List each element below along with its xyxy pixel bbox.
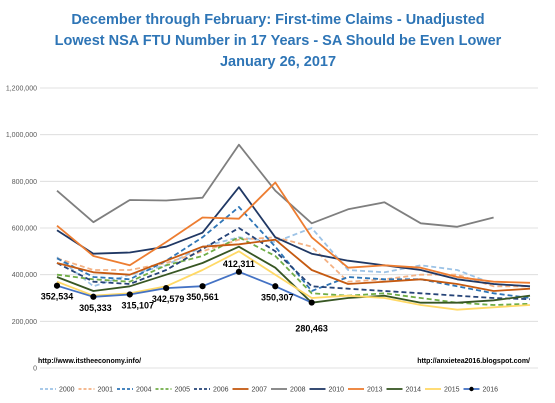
data-label-2016: 350,307 xyxy=(261,292,294,302)
y-tick-label: 1,000,000 xyxy=(6,132,37,139)
data-label-2016: 305,333 xyxy=(79,303,112,313)
data-label-2016: 280,463 xyxy=(295,324,328,334)
marker-2016 xyxy=(90,293,97,300)
legend-marker-2016 xyxy=(469,386,474,392)
marker-2016 xyxy=(308,299,315,306)
legend-label-2007: 2007 xyxy=(252,387,268,394)
chart-title-line-1: December through February: First-time Cl… xyxy=(71,12,484,28)
legend-label-2006: 2006 xyxy=(213,387,229,394)
y-axis-tick-labels: 0 200,000 400,000 600,000 800,000 1,000,000 1,… xyxy=(6,86,37,373)
legend-label-2000: 2000 xyxy=(59,387,75,394)
legend-label-2013: 2013 xyxy=(367,387,383,394)
legend-label-2010: 2010 xyxy=(329,387,345,394)
series-line-2015 xyxy=(56,250,531,311)
y-tick-label: 600,000 xyxy=(12,226,37,233)
legend-label-2014: 2014 xyxy=(406,387,422,394)
series-line-2008 xyxy=(56,143,494,228)
series-line-2007 xyxy=(56,238,531,292)
series-line-2016 xyxy=(56,270,313,304)
legend: 2000 2001 2004 2005 2006 2007 2008 2010 2013 2014… xyxy=(40,387,498,394)
legend-label-2008: 2008 xyxy=(290,387,306,394)
series-2016-markers xyxy=(53,268,315,306)
marker-2016 xyxy=(272,283,279,290)
legend-label-2005: 2005 xyxy=(175,387,191,394)
data-label-2016: 342,579 xyxy=(152,294,185,304)
data-label-2016: 350,561 xyxy=(186,292,219,302)
legend-label-2015: 2015 xyxy=(444,387,460,394)
series-lines xyxy=(56,143,531,311)
series-line-2006 xyxy=(56,227,531,301)
data-label-2016: 412,311 xyxy=(223,259,255,269)
marker-2016 xyxy=(163,284,170,292)
legend-label-2004: 2004 xyxy=(136,387,152,394)
series-line-2013 xyxy=(56,181,531,284)
chart-title-line-2: Lowest NSA FTU Number in 17 Years - SA S… xyxy=(55,33,502,49)
legend-label-2016: 2016 xyxy=(483,387,499,394)
marker-2016 xyxy=(126,291,133,298)
chart-title-line-3: January 26, 2017 xyxy=(220,54,336,70)
source-left: http://www.itstheeconomy.info/ xyxy=(38,358,141,365)
legend-label-2001: 2001 xyxy=(98,387,114,394)
data-label-2016: 315,107 xyxy=(121,300,154,310)
y-tick-label: 0 xyxy=(33,366,37,373)
marker-2016 xyxy=(235,268,243,275)
y-tick-label: 400,000 xyxy=(12,272,37,279)
series-line-2014 xyxy=(56,245,531,304)
data-label-2016: 352,534 xyxy=(41,292,74,302)
marker-2016 xyxy=(199,283,206,290)
y-tick-label: 800,000 xyxy=(12,179,37,186)
series-line-2010 xyxy=(56,186,531,288)
y-tick-label: 200,000 xyxy=(12,319,37,326)
y-tick-label: 1,200,000 xyxy=(6,86,37,93)
marker-2016 xyxy=(53,282,61,289)
source-right: http://anxietea2016.blogspot.com/ xyxy=(417,358,530,365)
